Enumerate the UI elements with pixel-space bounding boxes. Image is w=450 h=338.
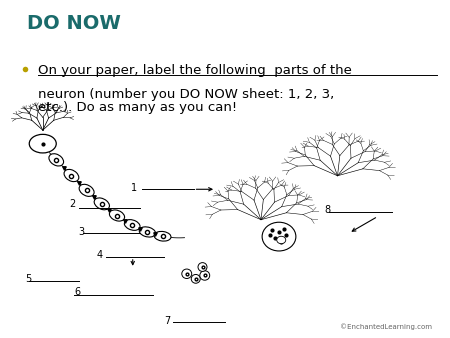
Ellipse shape <box>191 274 200 283</box>
Text: ©EnchantedLearning.com: ©EnchantedLearning.com <box>340 323 432 330</box>
Text: etc.). Do as many as you can!: etc.). Do as many as you can! <box>38 101 238 114</box>
Text: On your paper, label the following  parts of the: On your paper, label the following parts… <box>38 64 352 77</box>
Ellipse shape <box>29 135 56 153</box>
Text: 3: 3 <box>79 226 85 237</box>
Ellipse shape <box>277 236 286 244</box>
Ellipse shape <box>198 263 207 271</box>
Text: DO NOW: DO NOW <box>27 14 121 32</box>
Ellipse shape <box>154 232 171 241</box>
Ellipse shape <box>94 198 109 210</box>
Ellipse shape <box>109 210 125 221</box>
Ellipse shape <box>124 220 140 230</box>
Ellipse shape <box>49 154 63 166</box>
Text: 5: 5 <box>25 274 31 284</box>
Ellipse shape <box>262 222 296 251</box>
Ellipse shape <box>200 271 210 280</box>
Ellipse shape <box>139 227 156 237</box>
Text: 7: 7 <box>164 316 171 326</box>
Ellipse shape <box>64 169 79 182</box>
Text: 2: 2 <box>70 199 76 210</box>
Text: 8: 8 <box>324 204 330 215</box>
Ellipse shape <box>182 269 192 279</box>
Text: neuron (number you DO NOW sheet: 1, 2, 3,: neuron (number you DO NOW sheet: 1, 2, 3… <box>38 88 334 101</box>
Text: 1: 1 <box>130 183 137 193</box>
Text: 6: 6 <box>74 287 81 297</box>
Ellipse shape <box>79 184 94 196</box>
Text: 4: 4 <box>97 250 103 260</box>
